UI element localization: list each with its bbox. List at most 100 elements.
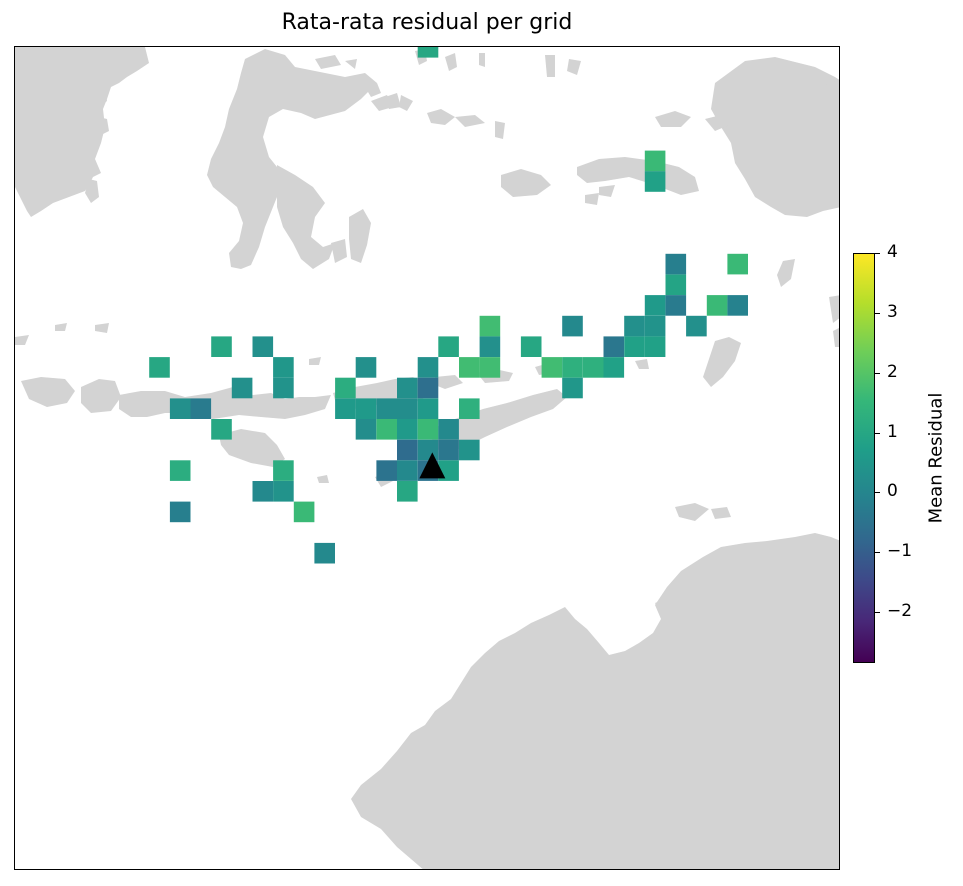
heatmap-cell xyxy=(438,419,459,440)
heatmap-cell xyxy=(582,357,604,378)
map-frame xyxy=(14,46,840,870)
landmass-sulawesi xyxy=(207,49,377,269)
heatmap-cell xyxy=(459,439,480,461)
islet-tanimbar-n xyxy=(777,259,795,287)
colorbar-tick-label: 3 xyxy=(887,301,898,322)
heatmap-cell xyxy=(417,47,439,58)
islet-buru xyxy=(501,169,551,197)
landmass-timor xyxy=(431,389,567,453)
heatmap-cell xyxy=(252,481,274,502)
islet-misool xyxy=(655,111,691,127)
islet-kai-1 xyxy=(829,295,839,323)
heatmap-cell xyxy=(335,398,356,419)
islet-seram-w xyxy=(599,185,615,197)
islet-sulawesi-n-1 xyxy=(365,83,381,97)
colorbar-tick-label: 0 xyxy=(887,481,898,502)
heatmap-cell xyxy=(355,419,377,440)
heatmap-cell xyxy=(665,295,687,316)
colorbar xyxy=(853,253,875,663)
islet-buton xyxy=(349,209,371,263)
heatmap-cell xyxy=(417,419,439,440)
heatmap-cell xyxy=(397,439,418,461)
islet-bali xyxy=(21,377,75,407)
islet-sunda-n-2 xyxy=(95,323,109,333)
black-triangle-marker xyxy=(419,452,446,479)
colorbar-tick-label: 1 xyxy=(887,421,898,442)
heatmap-cell xyxy=(562,315,583,337)
islet-sunda-n-3 xyxy=(309,357,321,365)
islet-borneo-east-1 xyxy=(93,87,107,107)
map-canvas xyxy=(15,47,839,869)
islet-kai-2 xyxy=(833,328,839,347)
heatmap-cell xyxy=(376,398,397,419)
heatmap-cell xyxy=(727,295,748,316)
islet-sumbawa xyxy=(119,387,331,419)
heatmap-cell xyxy=(397,419,418,440)
heatmap-cell xyxy=(211,419,232,440)
islet-north-3 xyxy=(479,53,485,67)
heatmap-cell xyxy=(211,336,232,357)
colorbar-tick-label: −1 xyxy=(887,541,913,562)
islet-north-6 xyxy=(545,55,555,77)
heatmap-cell xyxy=(459,357,480,378)
islet-central-3 xyxy=(427,109,455,125)
heatmap-cell xyxy=(252,336,274,357)
heatmap-cell xyxy=(727,253,748,275)
heatmap-cell xyxy=(417,377,439,399)
heatmap-cell xyxy=(479,357,501,378)
islet-ng-east xyxy=(821,79,839,105)
heatmap-cell xyxy=(603,336,625,357)
heatmap-cell xyxy=(190,398,212,419)
heatmap-cell xyxy=(644,315,666,337)
heatmap-cell xyxy=(376,460,397,481)
heatmap-cell xyxy=(397,460,418,481)
islet-central-4 xyxy=(455,115,485,127)
islet-tanimbar xyxy=(703,337,741,387)
heatmap-cell xyxy=(169,460,191,481)
heatmap-cell xyxy=(665,253,687,275)
islet-savu xyxy=(317,475,329,483)
heatmap-cell xyxy=(644,336,666,357)
islet-lombok xyxy=(81,379,121,413)
landmass-borneo xyxy=(15,47,149,217)
heatmap-cell xyxy=(520,336,542,357)
heatmap-cell xyxy=(686,315,707,337)
heatmap-cell xyxy=(231,377,253,399)
heatmap-cell xyxy=(562,357,583,378)
heatmap-cell xyxy=(335,377,356,399)
islet-sumba xyxy=(219,429,285,467)
heatmap-cell xyxy=(562,377,583,399)
heatmap-cell xyxy=(273,481,294,502)
islet-aru-2 xyxy=(711,507,731,519)
islet-muna xyxy=(331,239,347,263)
heatmap-cells xyxy=(149,47,748,564)
land-layer xyxy=(15,47,839,869)
heatmap-cell xyxy=(397,481,418,502)
heatmap-cell xyxy=(438,336,459,357)
heatmap-cell xyxy=(355,398,377,419)
colorbar-tick-label: 4 xyxy=(887,242,898,262)
heatmap-cell xyxy=(459,398,480,419)
heatmap-cell xyxy=(273,460,294,481)
islet-central-1 xyxy=(385,93,401,109)
colorbar-tick-label: 2 xyxy=(887,361,898,382)
heatmap-cell xyxy=(397,377,418,399)
heatmap-cell xyxy=(438,439,459,461)
heatmap-cell xyxy=(624,336,645,357)
landmass-australia xyxy=(351,533,839,869)
heatmap-cell xyxy=(169,398,191,419)
heatmap-cell xyxy=(541,357,563,378)
heatmap-cell xyxy=(624,315,645,337)
islet-melville xyxy=(655,595,691,615)
islet-bali-w xyxy=(15,335,29,345)
colorbar-ticks: 4 3 2 1 0 −1 −2 xyxy=(875,244,915,663)
heatmap-cell xyxy=(169,501,191,523)
islet-sunda-e-3 xyxy=(635,359,649,369)
heatmap-cell xyxy=(273,357,294,378)
heatmap-cell xyxy=(397,398,418,419)
colorbar-label: Mean Residual xyxy=(925,392,947,524)
heatmap-cell xyxy=(706,295,728,316)
map-title: Rata-rata residual per grid xyxy=(281,10,573,35)
heatmap-cell xyxy=(293,501,315,523)
islet-seram xyxy=(577,157,699,195)
